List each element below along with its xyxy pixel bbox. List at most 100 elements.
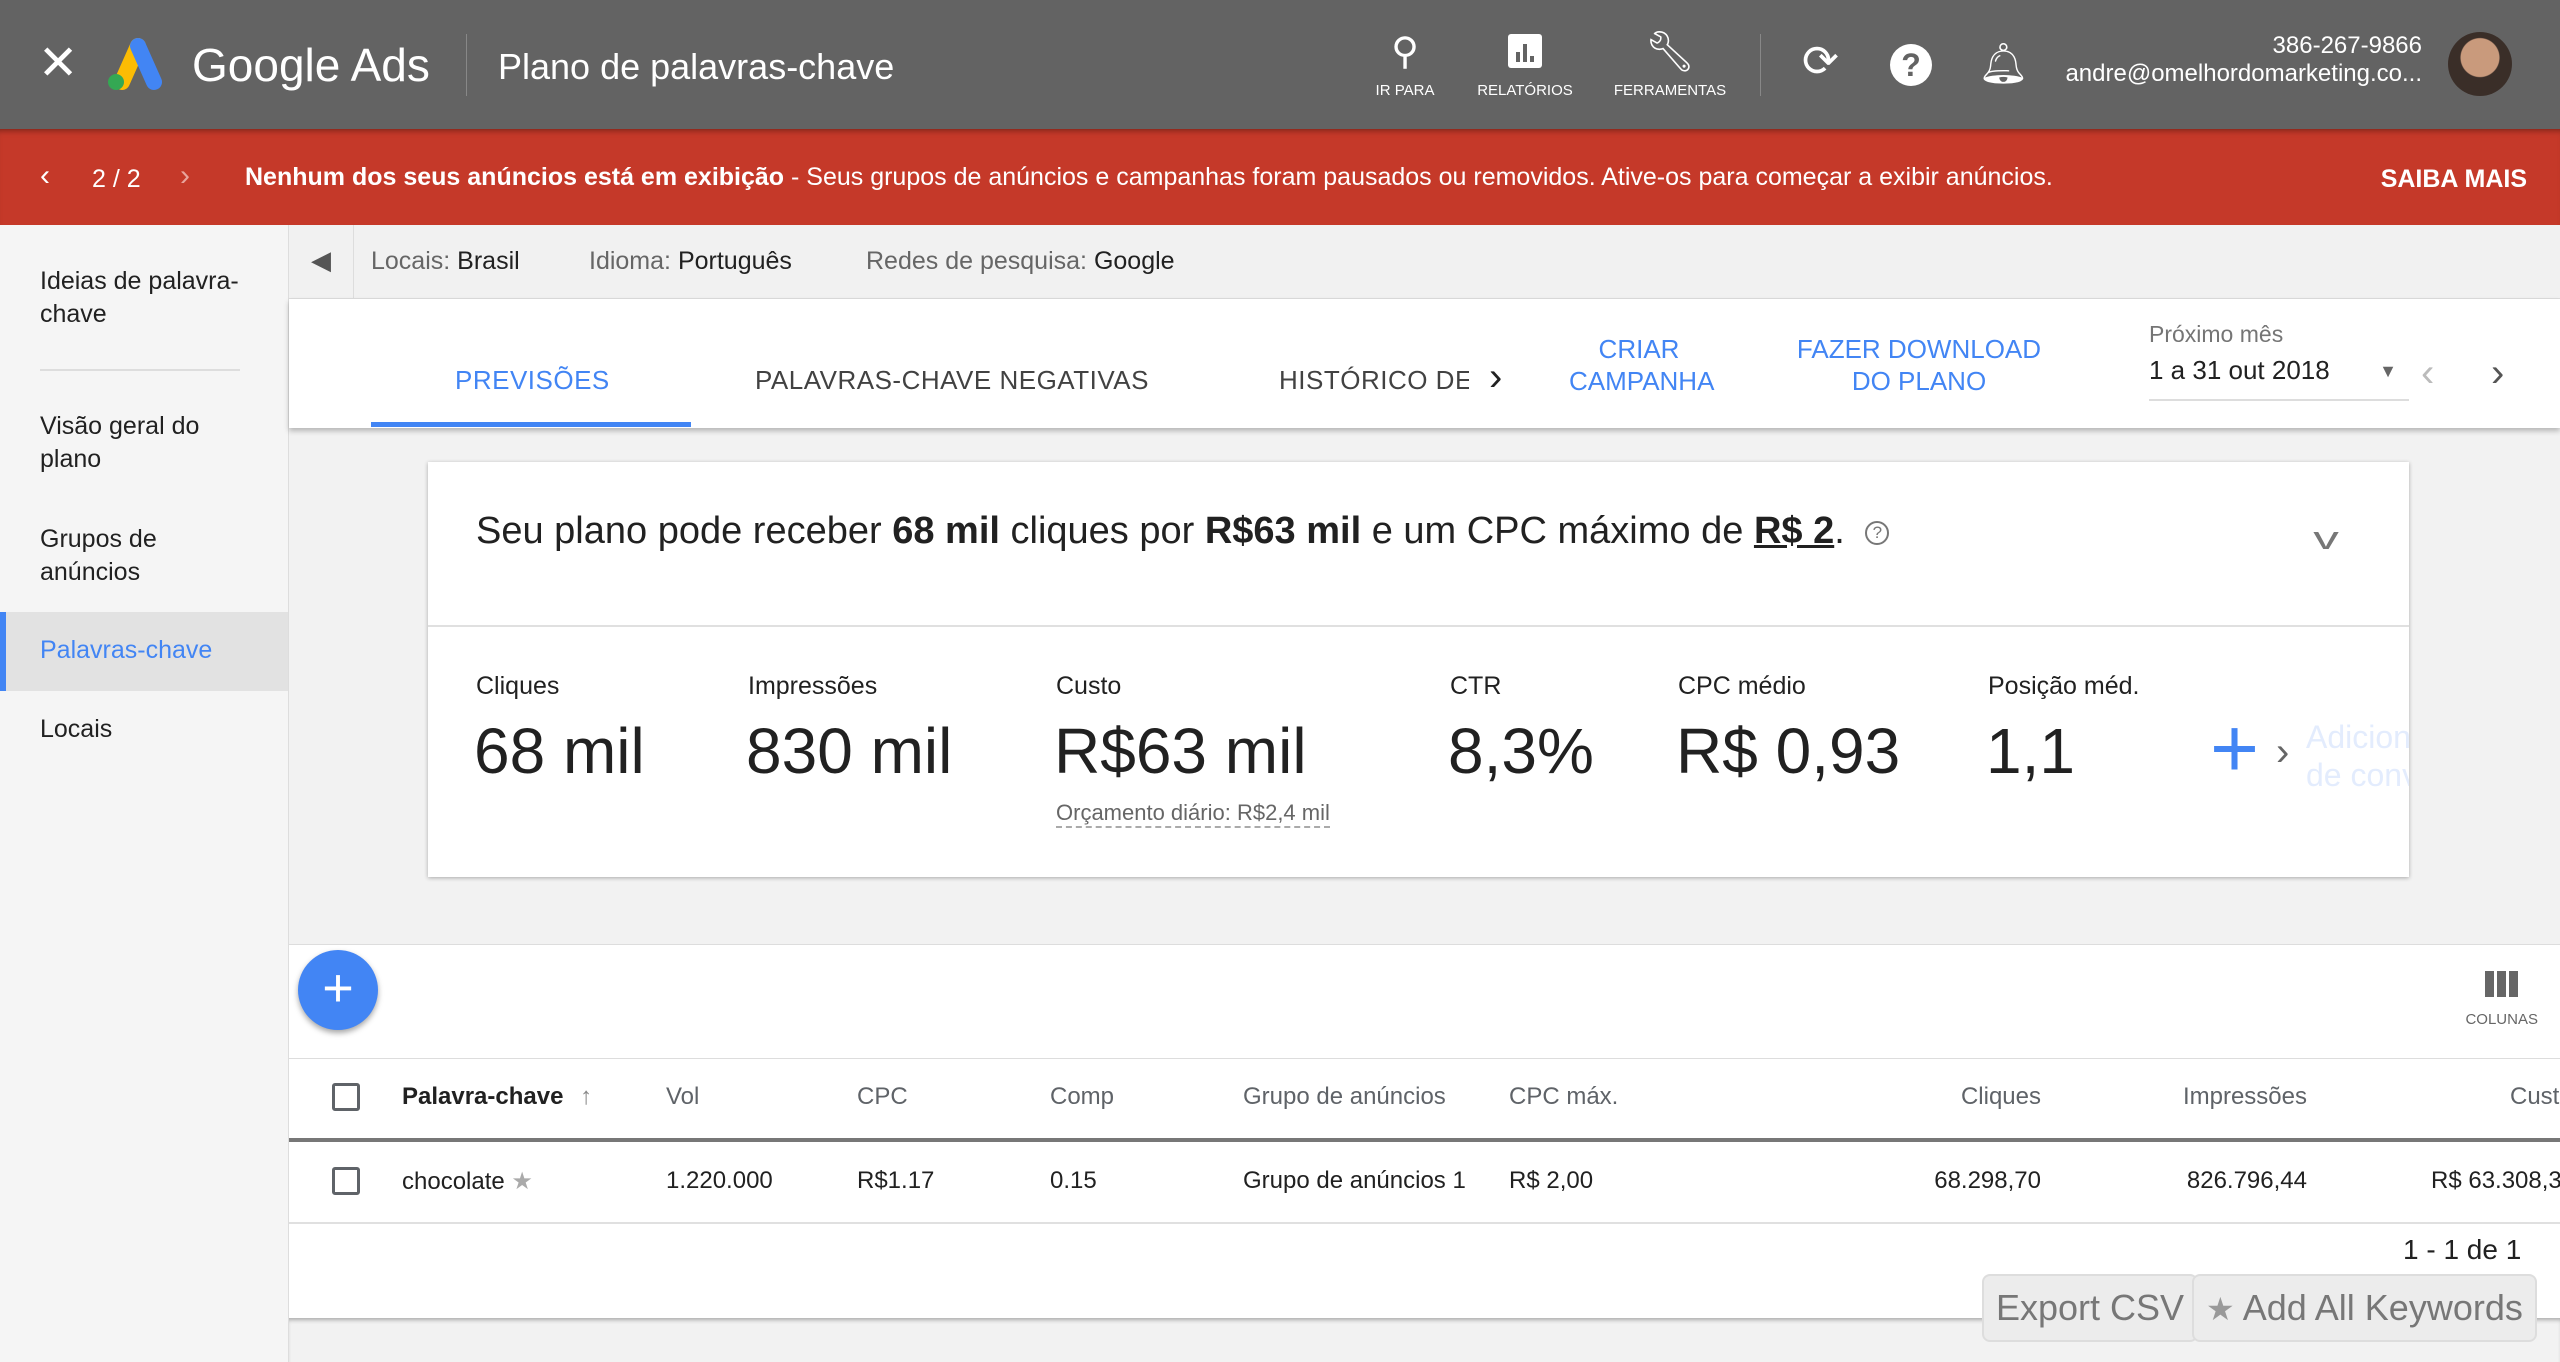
tab-forecasts[interactable]: PREVISÕES bbox=[455, 365, 610, 395]
columns-button[interactable]: COLUNAS bbox=[2465, 971, 2538, 1028]
keyword-cell: chocolate ★ bbox=[402, 1167, 533, 1196]
filter-value: Brasil bbox=[457, 247, 520, 275]
column-header-max-cpc[interactable]: CPC máx. bbox=[1509, 1083, 1619, 1110]
help-circle-icon[interactable]: ? bbox=[1865, 520, 1890, 545]
max-cpc-link[interactable]: R$ 2 bbox=[1753, 510, 1835, 552]
refresh-icon[interactable]: ⟳ bbox=[1802, 37, 1839, 86]
filter-language[interactable]: Idioma: Português bbox=[589, 247, 792, 276]
sidebar-item-keywords[interactable]: Palavras-chave bbox=[0, 612, 288, 691]
learn-more-button[interactable]: SAIBA MAIS bbox=[2380, 165, 2527, 193]
notifications-bell-icon[interactable]: 🔔︎ bbox=[1978, 42, 2029, 86]
sort-ascending-icon: ↑ bbox=[580, 1083, 593, 1110]
daily-budget[interactable]: Orçamento diário: R$2,4 mil bbox=[1056, 800, 1330, 828]
filter-networks[interactable]: Redes de pesquisa: Google bbox=[866, 247, 1175, 276]
previous-period-icon[interactable]: ‹ bbox=[2421, 351, 2435, 395]
cost: R$63 mil bbox=[1204, 510, 1362, 552]
forecast-summary-card: Seu plano pode receber 68 mil cliques po… bbox=[428, 462, 2409, 877]
filter-value: Google bbox=[1093, 247, 1175, 275]
tab-bar: PREVISÕES PALAVRAS-CHAVE NEGATIVAS HISTÓ… bbox=[289, 299, 2560, 428]
divider bbox=[466, 34, 467, 96]
keywords-table: COLUNAS Palavra-chave ↑ Vol CPC Comp Gru… bbox=[289, 944, 2560, 1324]
next-alert-icon[interactable]: › bbox=[180, 159, 190, 192]
select-all-checkbox[interactable] bbox=[332, 1083, 360, 1111]
download-plan-button[interactable]: FAZER DOWNLOAD DO PLANO bbox=[1789, 333, 2049, 397]
help-icon[interactable]: ? bbox=[1890, 44, 1932, 86]
row-checkbox[interactable] bbox=[332, 1167, 360, 1195]
column-header-clicks[interactable]: Cliques bbox=[1960, 1083, 2041, 1110]
sidebar-item-locations[interactable]: Locais bbox=[40, 715, 113, 743]
next-period-icon[interactable]: › bbox=[2491, 351, 2505, 395]
account-email[interactable]: andre@omelhordomarketing.co... bbox=[2065, 60, 2422, 87]
close-icon[interactable]: ✕ bbox=[38, 37, 79, 90]
label: Palavra-chave bbox=[402, 1083, 564, 1110]
top-app-bar: ✕ Google Ads Plano de palavras-chave ⚲ I… bbox=[0, 0, 2560, 129]
add-conversions-button[interactable]: + › Adicionarde conve bbox=[2210, 712, 2409, 802]
prev-alert-icon[interactable]: ‹ bbox=[40, 159, 50, 192]
clicks: 68 mil bbox=[892, 510, 1000, 552]
impressions-cell: 826.796,44 bbox=[2186, 1167, 2307, 1194]
metric-impressions: 830 mil bbox=[746, 715, 953, 787]
avatar[interactable] bbox=[2448, 32, 2512, 96]
column-header-cpc[interactable]: CPC bbox=[857, 1083, 908, 1110]
export-csv-button[interactable]: Export CSV bbox=[1982, 1274, 2199, 1342]
dropdown-arrow-icon: ▼ bbox=[2379, 361, 2397, 381]
app-name: Google Ads bbox=[192, 39, 430, 91]
page-title: Plano de palavras-chave bbox=[498, 46, 895, 87]
cpc-cell: R$1.17 bbox=[857, 1167, 935, 1194]
label: FAZER DOWNLOAD bbox=[1796, 334, 2042, 364]
ad-group-cell[interactable]: Grupo de anúncios 1 bbox=[1243, 1167, 1466, 1194]
keyword: chocolate bbox=[402, 1168, 505, 1195]
column-header-volume[interactable]: Vol bbox=[666, 1083, 700, 1110]
date-range-label: Próximo mês bbox=[2149, 321, 2284, 347]
filter-bar: ◀ Locais: Brasil Idioma: Português Redes… bbox=[289, 225, 2560, 299]
label: CAMPANHA bbox=[1569, 366, 1715, 396]
column-header-ad-group[interactable]: Grupo de anúncios bbox=[1243, 1083, 1446, 1110]
label: de conve bbox=[2306, 757, 2409, 793]
alert-text: - Seus grupos de anúncios e campanhas fo… bbox=[784, 163, 2053, 191]
sidebar: Ideias de palavra-chave Visão geral do p… bbox=[0, 225, 289, 1362]
search-icon: ⚲ bbox=[1391, 31, 1419, 73]
metric-label: Custo bbox=[1056, 672, 1122, 700]
nav-label: FERRAMENTAS bbox=[1613, 82, 1727, 99]
label: Adicionar bbox=[2306, 719, 2409, 755]
sidebar-item-plan-overview[interactable]: Visão geral do plano bbox=[40, 412, 200, 473]
competition-cell: 0.15 bbox=[1050, 1167, 1097, 1194]
max-cpc-cell[interactable]: R$ 2,00 bbox=[1509, 1167, 1594, 1194]
text: Seu plano pode receber bbox=[476, 510, 893, 552]
metric-label: CTR bbox=[1450, 672, 1502, 700]
nav-label: IR PARA bbox=[1375, 82, 1435, 99]
alert-title: Nenhum dos seus anúncios está em exibiçã… bbox=[245, 163, 785, 191]
expand-chevron-icon[interactable]: v bbox=[2313, 520, 2339, 556]
nav-go-to[interactable]: ⚲ IR PARA bbox=[1360, 32, 1450, 99]
date-range-select[interactable]: 1 a 31 out 2018 ▼ bbox=[2149, 355, 2409, 401]
tab-negative-keywords[interactable]: PALAVRAS-CHAVE NEGATIVAS bbox=[755, 365, 1149, 395]
column-header-keyword[interactable]: Palavra-chave ↑ bbox=[402, 1083, 592, 1111]
nav-reports[interactable]: RELATÓRIOS bbox=[1470, 32, 1580, 99]
pagination: 1 - 1 de 1 bbox=[2403, 1234, 2522, 1265]
filter-value: Português bbox=[677, 247, 792, 275]
column-header-competition[interactable]: Comp bbox=[1050, 1083, 1115, 1110]
metric-avg-position: 1,1 bbox=[1986, 715, 2075, 787]
star-icon: ★ bbox=[2206, 1291, 2235, 1327]
create-campaign-button[interactable]: CRIAR CAMPANHA bbox=[1569, 333, 1715, 397]
tabs-scroll-right-icon[interactable]: › bbox=[1489, 355, 1503, 399]
sidebar-item-keyword-ideas[interactable]: Ideias de palavra-chave bbox=[40, 267, 239, 328]
add-fab-button[interactable]: + bbox=[298, 950, 378, 1030]
star-icon[interactable]: ★ bbox=[511, 1168, 533, 1195]
clicks-cell: 68.298,70 bbox=[1934, 1167, 2041, 1194]
google-ads-logo bbox=[108, 38, 162, 90]
column-header-cost[interactable]: Cust bbox=[2510, 1083, 2560, 1110]
label: Add All Keywords bbox=[2242, 1287, 2523, 1328]
alert-banner: ‹ 2 / 2 › Nenhum dos seus anúncios está … bbox=[0, 129, 2560, 225]
metric-label: Impressões bbox=[748, 672, 878, 700]
active-tab-indicator bbox=[371, 422, 691, 427]
nav-tools[interactable]: 🔧︎ FERRAMENTAS bbox=[1600, 32, 1740, 99]
filter-key: Locais: bbox=[371, 247, 451, 275]
columns-icon bbox=[2484, 971, 2519, 997]
filter-locations[interactable]: Locais: Brasil bbox=[371, 247, 520, 276]
collapse-sidebar-icon[interactable]: ◀ bbox=[311, 245, 331, 275]
tab-history[interactable]: HISTÓRICO DE bbox=[1279, 365, 1469, 395]
sidebar-item-ad-groups[interactable]: Grupos de anúncios bbox=[40, 525, 157, 586]
column-header-impressions[interactable]: Impressões bbox=[2182, 1083, 2307, 1110]
add-all-keywords-button[interactable]: ★ Add All Keywords bbox=[2192, 1274, 2537, 1342]
